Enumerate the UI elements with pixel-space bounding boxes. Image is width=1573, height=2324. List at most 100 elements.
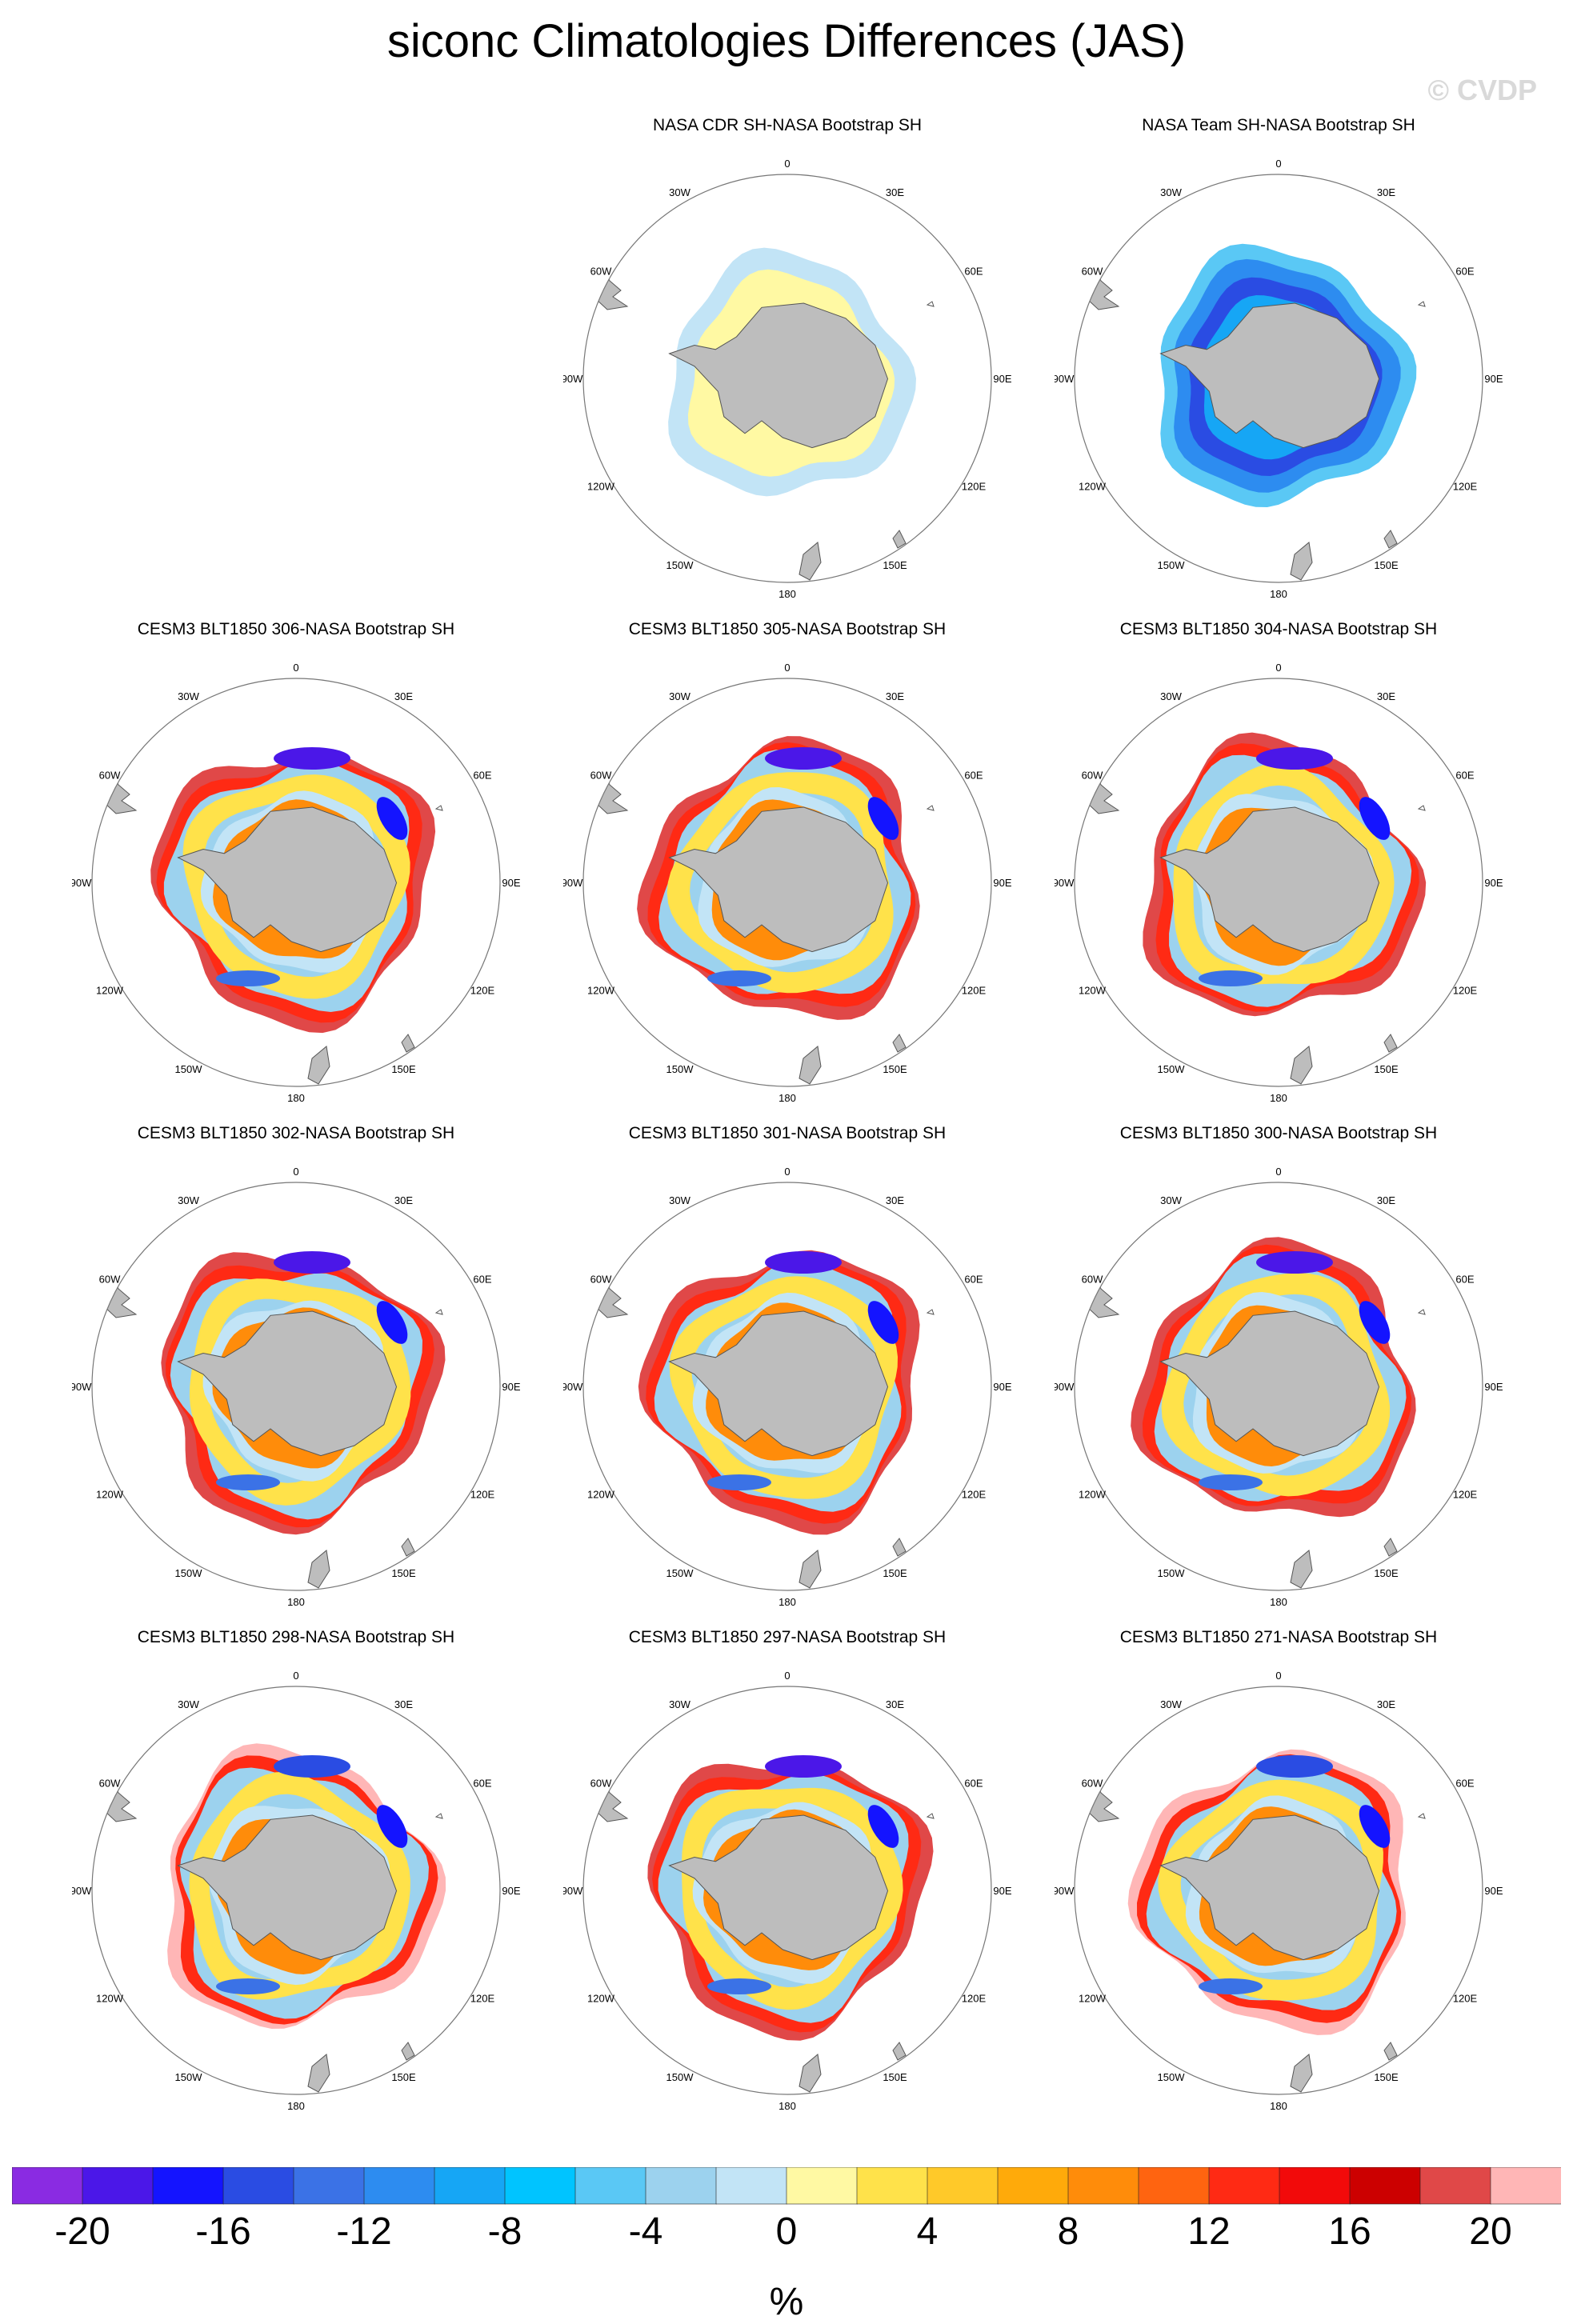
colorbar-swatch xyxy=(82,2167,154,2205)
longitude-label: 120E xyxy=(1453,1993,1478,2005)
longitude-label: 150W xyxy=(666,1567,694,1579)
longitude-label: 90W xyxy=(1055,373,1075,385)
longitude-label: 0 xyxy=(1275,158,1281,170)
longitude-label: 150W xyxy=(175,2071,203,2083)
longitude-label: 60W xyxy=(99,770,121,782)
longitude-label: 60E xyxy=(1455,770,1474,782)
longitude-label: 120E xyxy=(962,1993,987,2005)
longitude-label: 180 xyxy=(287,2100,305,2112)
longitude-label: 120W xyxy=(587,985,615,997)
longitude-label: 90E xyxy=(993,1381,1011,1393)
longitude-label: 60W xyxy=(1082,1778,1103,1790)
longitude-label: 0 xyxy=(1275,1166,1281,1178)
colorbar-tick-label: 0 xyxy=(775,2210,798,2253)
panel-title: CESM3 BLT1850 297-NASA Bootstrap SH xyxy=(628,1628,947,1646)
colorbar-tick-label: 8 xyxy=(1057,2210,1079,2253)
longitude-label: 180 xyxy=(778,1596,796,1608)
longitude-label: 90W xyxy=(1055,877,1075,889)
longitude-label: 0 xyxy=(784,662,790,674)
longitude-label: 60E xyxy=(964,770,983,782)
longitude-label: 90E xyxy=(1484,877,1503,889)
longitude-label: 90W xyxy=(563,1381,583,1393)
longitude-label: 120W xyxy=(587,1993,615,2005)
map-panel: CESM3 BLT1850 300-NASA Bootstrap SH 0 30E 6… xyxy=(1055,1124,1503,1620)
longitude-label: 60W xyxy=(590,770,612,782)
longitude-label: 150W xyxy=(666,2071,694,2083)
colorbar-tick-label: 16 xyxy=(1328,2210,1371,2253)
longitude-label: 60W xyxy=(590,266,612,278)
longitude-label: 30E xyxy=(394,1698,413,1710)
longitude-label: 150E xyxy=(883,1063,907,1075)
longitude-label: 90W xyxy=(72,877,92,889)
longitude-label: 120W xyxy=(1079,481,1107,493)
longitude-label: 120E xyxy=(962,985,987,997)
longitude-label: 120W xyxy=(587,481,615,493)
colorbar-swatch xyxy=(1419,2167,1491,2205)
longitude-label: 60E xyxy=(1455,266,1474,278)
longitude-label: 120E xyxy=(470,1489,495,1501)
colorbar-swatch xyxy=(715,2167,787,2205)
colorbar xyxy=(12,2167,1561,2205)
colorbar-tick-label: -12 xyxy=(336,2210,392,2253)
panel-title: CESM3 BLT1850 300-NASA Bootstrap SH xyxy=(1119,1124,1438,1142)
polar-map: 0 30E 60E 90E 120E 150E 180 150W 120W 90W 60W 30W xyxy=(563,1670,1011,2112)
longitude-label: 150W xyxy=(666,559,694,571)
longitude-label: 30W xyxy=(1160,1194,1182,1206)
panel-title: CESM3 BLT1850 304-NASA Bootstrap SH xyxy=(1119,620,1438,638)
longitude-label: 30W xyxy=(178,690,199,702)
longitude-label: 90W xyxy=(72,1885,92,1897)
longitude-label: 120W xyxy=(1079,985,1107,997)
longitude-label: 30W xyxy=(178,1194,199,1206)
colorbar-swatch xyxy=(152,2167,224,2205)
longitude-label: 150E xyxy=(1374,2071,1399,2083)
colorbar-tick-label: -8 xyxy=(487,2210,522,2253)
longitude-label: 0 xyxy=(784,1166,790,1178)
polar-map: 0 30E 60E 90E 120E 150E 180 150W 120W 90W 60W 30W xyxy=(1055,1670,1503,2112)
longitude-label: 150W xyxy=(1158,2071,1186,2083)
panel-title: CESM3 BLT1850 306-NASA Bootstrap SH xyxy=(137,620,455,638)
longitude-label: 90W xyxy=(563,1885,583,1897)
colorbar-swatch xyxy=(222,2167,294,2205)
cvdp-watermark: © CVDP xyxy=(1427,74,1537,106)
panel-title: CESM3 BLT1850 305-NASA Bootstrap SH xyxy=(628,620,947,638)
longitude-label: 90E xyxy=(502,1885,520,1897)
map-panel: CESM3 BLT1850 301-NASA Bootstrap SH 0 30E 6… xyxy=(563,1124,1011,1620)
colorbar-swatch xyxy=(434,2167,506,2205)
longitude-label: 0 xyxy=(1275,662,1281,674)
panel-title: CESM3 BLT1850 302-NASA Bootstrap SH xyxy=(137,1124,455,1142)
polar-map: 0 30E 60E 90E 120E 150E 180 150W 120W 90W 60W 30W xyxy=(563,158,1011,600)
figure-title: siconc Climatologies Differences (JAS) xyxy=(386,15,1187,67)
map-panel: CESM3 BLT1850 304-NASA Bootstrap SH 0 30E 6… xyxy=(1055,620,1503,1116)
longitude-label: 180 xyxy=(1270,1596,1287,1608)
longitude-label: 0 xyxy=(293,1166,298,1178)
longitude-label: 90W xyxy=(563,373,583,385)
map-panel: CESM3 BLT1850 297-NASA Bootstrap SH 0 30E 6… xyxy=(563,1628,1011,2124)
longitude-label: 30E xyxy=(886,1698,904,1710)
longitude-label: 30W xyxy=(178,1698,199,1710)
longitude-label: 30W xyxy=(1160,1698,1182,1710)
longitude-label: 120W xyxy=(96,1993,124,2005)
map-panel: NASA Team SH-NASA Bootstrap SH 0 30E 60E 90E… xyxy=(1055,116,1503,612)
longitude-label: 120E xyxy=(1453,481,1478,493)
polar-map: 0 30E 60E 90E 120E 150E 180 150W 120W 90W 60W 30W xyxy=(72,1670,520,2112)
longitude-label: 180 xyxy=(1270,2100,1287,2112)
polar-map: 0 30E 60E 90E 120E 150E 180 150W 120W 90W 60W 30W xyxy=(1055,158,1503,600)
longitude-label: 30E xyxy=(394,1194,413,1206)
longitude-label: 150W xyxy=(1158,1567,1186,1579)
longitude-label: 60E xyxy=(473,770,491,782)
longitude-label: 180 xyxy=(1270,588,1287,600)
longitude-label: 120W xyxy=(96,985,124,997)
longitude-label: 60E xyxy=(1455,1778,1474,1790)
longitude-label: 150E xyxy=(1374,1063,1399,1075)
longitude-label: 60E xyxy=(964,1274,983,1286)
longitude-label: 30W xyxy=(669,1194,690,1206)
colorbar-swatch xyxy=(856,2167,928,2205)
panel-title: CESM3 BLT1850 301-NASA Bootstrap SH xyxy=(628,1124,947,1142)
panel-title: NASA Team SH-NASA Bootstrap SH xyxy=(1142,116,1415,134)
longitude-label: 30W xyxy=(1160,186,1182,198)
longitude-label: 120W xyxy=(96,1489,124,1501)
longitude-label: 120E xyxy=(1453,985,1478,997)
panel-title: NASA CDR SH-NASA Bootstrap SH xyxy=(652,116,923,134)
map-panel: CESM3 BLT1850 305-NASA Bootstrap SH 0 30E 6… xyxy=(563,620,1011,1116)
longitude-label: 0 xyxy=(293,662,298,674)
